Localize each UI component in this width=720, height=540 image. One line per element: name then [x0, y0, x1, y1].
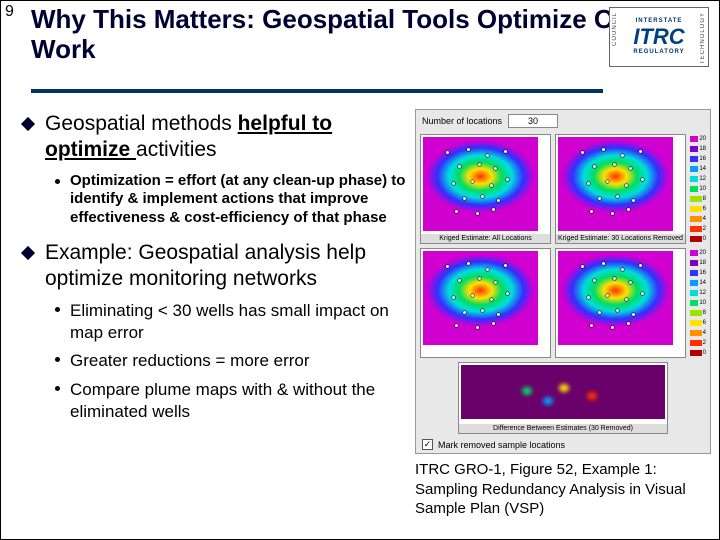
logo-center: INTERSTATE ITRC REGULATORY	[633, 18, 684, 55]
title-underline	[31, 89, 603, 93]
diff-heatmap	[461, 365, 665, 419]
bullet-1-sub-1: Optimization = effort (at any clean-up p…	[55, 172, 407, 228]
b1-pre: Geospatial methods	[45, 112, 238, 135]
dot-bullet-icon	[55, 179, 60, 184]
b2-sub2-text: Greater reductions = more error	[70, 350, 310, 372]
bullet-2-sub-1: Eliminating < 30 wells has small impact …	[55, 300, 407, 344]
map-all-locations: Kriged Estimate: All Locations	[420, 134, 551, 244]
b2-sub1-text: Eliminating < 30 wells has small impact …	[70, 300, 407, 344]
map-all-locations-2	[420, 248, 551, 358]
mark-removed-checkbox[interactable]: ✓	[422, 439, 433, 450]
header: Why This Matters: Geospatial Tools Optim…	[31, 5, 711, 93]
logo-main-text: ITRC	[633, 25, 684, 49]
map-30-removed-2	[555, 248, 686, 358]
top-map-row: Kriged Estimate: All Locations Kriged Es…	[416, 132, 710, 246]
bullet-2-sub-2: Greater reductions = more error	[55, 350, 407, 372]
diff-caption: Difference Between Estimates (30 Removed…	[459, 424, 667, 433]
bullet-2: Example: Geospatial analysis help optimi…	[23, 240, 407, 293]
logo-left-text: COUNCIL	[612, 12, 618, 46]
num-locations-label: Number of locations	[422, 116, 502, 126]
figure-column: Number of locations 30 Kriged Estimate: …	[415, 109, 711, 519]
panel-controls: Number of locations 30	[416, 110, 710, 132]
mid-map-row: 20181614121086420	[416, 246, 710, 360]
bullet-2-text: Example: Geospatial analysis help optimi…	[45, 240, 407, 293]
heatmap-3	[423, 251, 538, 345]
num-locations-value[interactable]: 30	[508, 114, 558, 128]
page-number: 9	[5, 3, 14, 21]
difference-map: Difference Between Estimates (30 Removed…	[458, 362, 668, 434]
dot-bullet-icon	[55, 357, 60, 362]
color-legend-2: 20181614121086420	[690, 248, 706, 358]
checkbox-row: ✓ Mark removed sample locations	[416, 436, 710, 453]
logo-right-text: TECHNOLOGY	[700, 12, 706, 64]
itrc-logo: COUNCIL INTERSTATE ITRC REGULATORY TECHN…	[609, 7, 709, 67]
diff-map-row: Difference Between Estimates (30 Removed…	[416, 360, 710, 436]
b2-sub3-text: Compare plume maps with & without the el…	[70, 379, 407, 423]
map2-caption: Kriged Estimate: 30 Locations Removed	[556, 234, 685, 243]
text-column: Geospatial methods helpful to optimize a…	[23, 111, 407, 429]
map-30-removed: Kriged Estimate: 30 Locations Removed	[555, 134, 686, 244]
heatmap-2	[558, 137, 673, 231]
checkbox-label: Mark removed sample locations	[438, 440, 565, 450]
color-legend: 20181614121086420	[690, 134, 706, 244]
figure-caption: ITRC GRO-1, Figure 52, Example 1: Sampli…	[415, 460, 711, 519]
diamond-bullet-icon	[21, 246, 35, 260]
bullet-1-text: Geospatial methods helpful to optimize a…	[45, 111, 407, 164]
diamond-bullet-icon	[21, 117, 35, 131]
heatmap-1	[423, 137, 538, 231]
vsp-panel: Number of locations 30 Kriged Estimate: …	[415, 109, 711, 454]
dot-bullet-icon	[55, 307, 60, 312]
b1-post: activities	[136, 138, 217, 161]
bullet-1: Geospatial methods helpful to optimize a…	[23, 111, 407, 164]
dot-bullet-icon	[55, 386, 60, 391]
b1-sub1-text: Optimization = effort (at any clean-up p…	[70, 172, 407, 228]
heatmap-4	[558, 251, 673, 345]
map1-caption: Kriged Estimate: All Locations	[421, 234, 550, 243]
bullet-2-sub-3: Compare plume maps with & without the el…	[55, 379, 407, 423]
logo-bottom-text: REGULATORY	[633, 49, 684, 56]
